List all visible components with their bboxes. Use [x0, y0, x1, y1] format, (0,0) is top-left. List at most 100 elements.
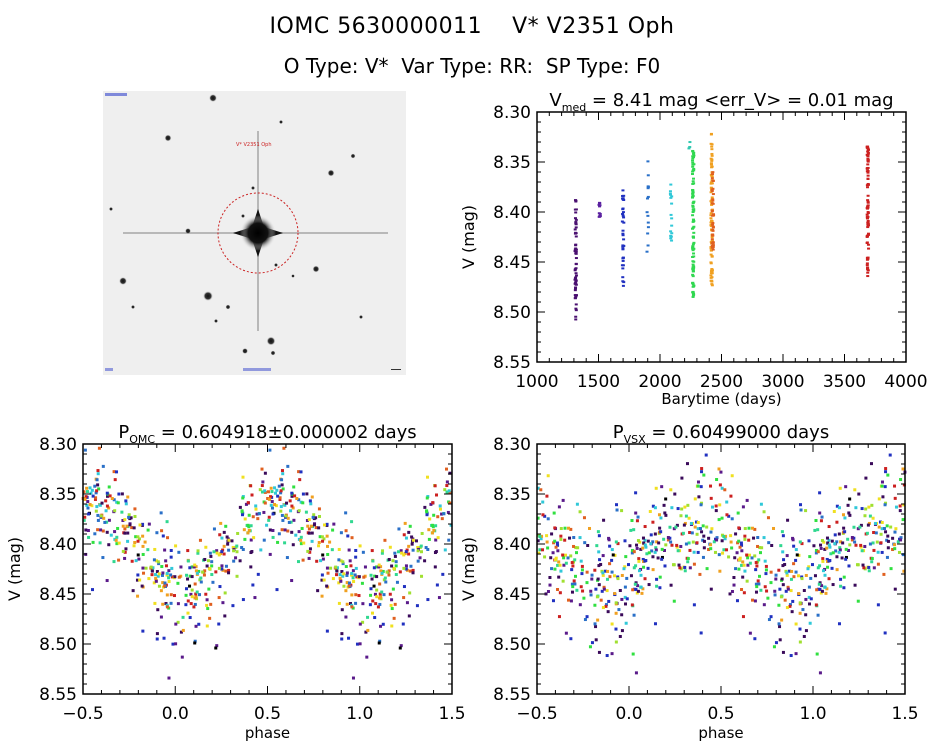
data-point	[199, 576, 203, 580]
data-point	[561, 579, 565, 583]
data-point	[599, 562, 603, 566]
data-point	[635, 591, 639, 595]
data-point	[574, 218, 578, 221]
data-point	[82, 490, 86, 494]
data-point	[331, 528, 335, 532]
data-point	[347, 581, 351, 585]
data-point	[154, 576, 158, 580]
data-point	[657, 513, 661, 517]
data-point	[123, 556, 127, 560]
data-point	[696, 520, 700, 524]
data-point	[826, 565, 830, 569]
data-point	[621, 284, 625, 287]
data-point	[407, 552, 411, 556]
data-point	[570, 590, 574, 594]
data-point	[837, 506, 841, 510]
data-point	[440, 512, 444, 516]
data-point	[621, 234, 625, 237]
data-point	[899, 536, 903, 540]
data-point	[394, 573, 398, 577]
data-point	[238, 559, 242, 563]
data-point	[280, 513, 284, 517]
field-star	[203, 291, 213, 301]
y-tick-label: 8.30	[493, 435, 531, 455]
data-point	[621, 208, 625, 211]
data-point	[373, 592, 377, 596]
data-point	[814, 548, 818, 552]
data-point	[588, 645, 592, 649]
data-point	[136, 594, 140, 598]
data-point	[658, 526, 662, 530]
data-point	[838, 548, 842, 552]
data-point	[270, 506, 274, 510]
data-point	[615, 503, 619, 507]
data-point	[647, 551, 651, 555]
data-point	[174, 544, 178, 548]
data-point	[692, 182, 696, 185]
data-point	[362, 575, 366, 579]
data-point	[701, 524, 705, 528]
data-point	[103, 520, 107, 524]
data-point	[866, 256, 870, 259]
data-point	[334, 565, 338, 569]
data-point	[410, 535, 414, 539]
data-point	[590, 577, 594, 581]
data-point	[863, 514, 867, 518]
y-tick-label: 8.35	[493, 153, 531, 173]
data-point	[97, 446, 101, 450]
data-point	[293, 494, 297, 498]
data-point	[410, 542, 414, 546]
data-point	[275, 488, 279, 492]
data-point	[388, 545, 392, 549]
data-point	[186, 559, 190, 563]
data-points	[81, 446, 453, 680]
data-point	[541, 500, 545, 504]
data-point	[828, 545, 832, 549]
data-point	[656, 556, 660, 560]
data-point	[889, 525, 893, 529]
data-point	[289, 520, 293, 524]
data-point	[301, 501, 305, 505]
data-point	[717, 553, 721, 557]
data-point	[710, 159, 714, 162]
data-point	[107, 543, 111, 547]
data-point	[308, 550, 312, 554]
data-point	[133, 514, 137, 518]
data-point	[668, 192, 672, 195]
data-point	[556, 563, 560, 567]
data-point	[614, 540, 618, 544]
data-point	[188, 574, 192, 578]
data-point	[840, 556, 844, 560]
data-point	[692, 284, 696, 287]
data-point	[710, 188, 714, 191]
y-axis-label: V (mag)	[5, 537, 24, 601]
data-point	[286, 464, 290, 468]
data-point	[829, 552, 833, 556]
data-point	[635, 546, 639, 550]
data-point	[711, 187, 715, 190]
data-point	[574, 315, 578, 318]
data-point	[204, 592, 208, 596]
target-star	[240, 215, 276, 251]
data-point	[814, 603, 818, 607]
data-point	[352, 580, 356, 584]
data-point	[570, 561, 574, 565]
data-point	[190, 575, 194, 579]
data-point	[711, 222, 715, 225]
data-point	[167, 569, 171, 573]
data-point	[622, 238, 626, 241]
data-point	[369, 587, 373, 591]
data-point	[339, 559, 343, 563]
data-point	[748, 561, 752, 565]
data-point	[342, 584, 346, 588]
data-point	[788, 603, 792, 607]
data-point	[280, 528, 284, 532]
data-point	[865, 206, 869, 209]
data-point	[305, 492, 309, 496]
data-point	[569, 599, 573, 603]
data-point	[347, 584, 351, 588]
data-point	[754, 561, 758, 565]
data-point	[727, 514, 731, 518]
data-point	[329, 566, 333, 570]
data-point	[763, 559, 767, 563]
